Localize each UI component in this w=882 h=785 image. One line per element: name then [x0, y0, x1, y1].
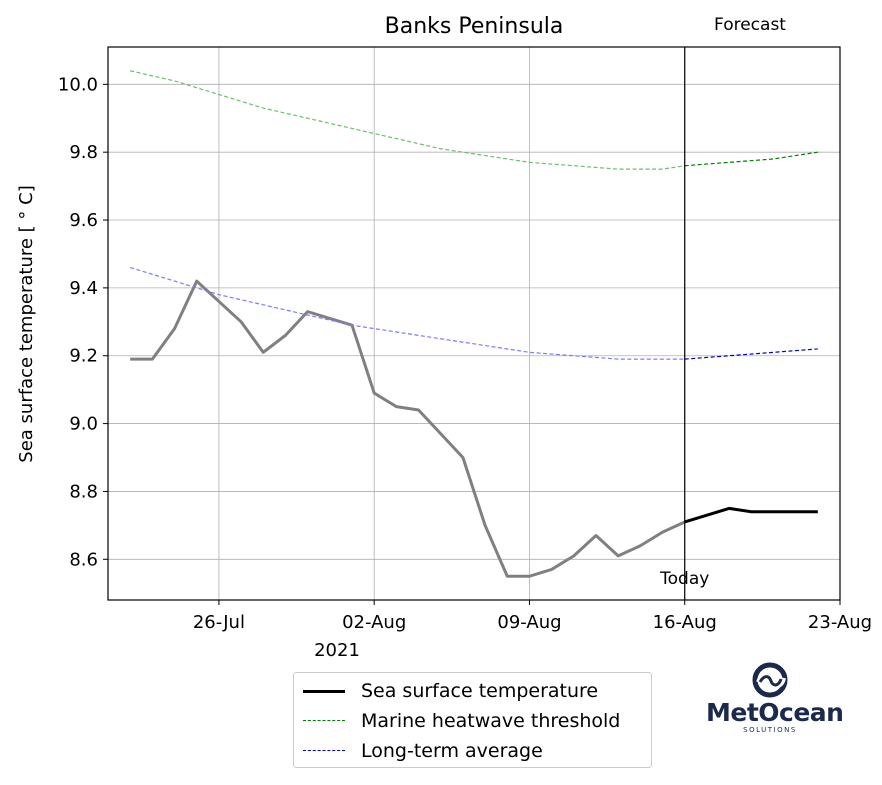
y-tick-label-4: 9.4 [69, 278, 98, 299]
y-tick-label-5: 9.6 [69, 210, 98, 231]
series-long-term-average-history [130, 266, 685, 360]
legend-swatch-average [303, 750, 345, 751]
y-tick-label-1: 8.8 [69, 481, 98, 502]
metocean-logo: MetOcean SOLUTIONS [706, 660, 844, 738]
y-axis-label: Sea surface temperature [ ° C] [16, 185, 37, 462]
x-tick-label-0: 26-Jul [193, 612, 245, 633]
legend-swatch-sst [303, 690, 345, 693]
y-tick-label-2: 9.0 [69, 414, 98, 435]
y-tick-label-0: 8.6 [69, 549, 98, 570]
legend-item-sst: Sea surface temperature [294, 679, 651, 703]
legend-label-threshold: Marine heatwave threshold [361, 710, 621, 732]
x-axis-year-label: 2021 [314, 640, 360, 660]
logo-subtitle: SOLUTIONS [743, 726, 797, 734]
legend-item-average: Long-term average [294, 739, 651, 763]
legend-label-average: Long-term average [361, 740, 543, 762]
x-tick-label-4: 23-Aug [808, 612, 872, 633]
today-label: Today [659, 569, 709, 589]
forecast-label: Forecast [714, 15, 786, 35]
metocean-wave-icon [752, 662, 788, 698]
series-marine-heatwave-threshold-history [130, 70, 685, 170]
y-tick-label-6: 9.8 [69, 142, 98, 163]
legend-swatch-threshold [303, 720, 345, 721]
series-long-term-average-forecast [684, 348, 818, 360]
series-layer [130, 70, 818, 578]
series-sea-surface-temperature-forecast [684, 506, 818, 524]
x-tick-label-1: 02-Aug [342, 612, 406, 633]
series-sea-surface-temperature-history [130, 279, 686, 578]
series-marine-heatwave-threshold-forecast [684, 151, 818, 167]
grid [108, 47, 841, 600]
y-tick-label-3: 9.2 [69, 346, 98, 367]
legend: Sea surface temperature Marine heatwave … [293, 672, 652, 768]
plot-frame [107, 46, 841, 601]
legend-label-sst: Sea surface temperature [361, 680, 599, 702]
y-tick-label-7: 10.0 [58, 74, 98, 95]
x-tick-label-2: 09-Aug [497, 612, 561, 633]
chart: Today 8.6 8.8 9.0 9.2 9.4 9.6 9.8 10.0 26-Jul 02-A… [16, 14, 872, 660]
legend-item-threshold: Marine heatwave threshold [294, 709, 651, 733]
x-tick-label-3: 16-Aug [653, 612, 717, 633]
chart-title: Banks Peninsula [385, 14, 564, 39]
logo-wordmark: MetOcean [706, 698, 844, 727]
axes: Today 8.6 8.8 9.0 9.2 9.4 9.6 9.8 10.0 26-Jul 02-A… [58, 46, 872, 633]
